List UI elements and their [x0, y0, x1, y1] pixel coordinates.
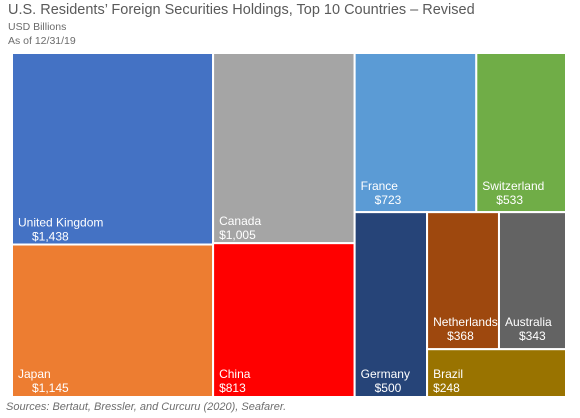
- tile-rect-switzerland: [475, 52, 567, 214]
- tile-germany: Germany$500: [353, 211, 429, 398]
- tile-rect-france: [353, 52, 478, 214]
- tile-name-canada: Canada: [219, 214, 261, 228]
- tile-name-switzerland: Switzerland: [482, 179, 544, 193]
- tile-name-france: France: [361, 179, 399, 193]
- chart-date: As of 12/31/19: [8, 35, 76, 47]
- tile-value-china: $813: [219, 381, 246, 395]
- tile-rect-canada: [212, 52, 356, 245]
- tile-name-brazil: Brazil: [433, 367, 463, 381]
- tile-value-canada: $1,005: [219, 228, 256, 242]
- tile-value-australia: $343: [519, 329, 546, 343]
- tile-name-china: China: [219, 367, 251, 381]
- tile-brazil: Brazil$248: [426, 348, 567, 399]
- tile-rect-brazil: [426, 348, 567, 399]
- tile-value-france: $723: [375, 193, 402, 207]
- chart-title: U.S. Residents’ Foreign Securities Holdi…: [8, 2, 475, 18]
- tile-name-germany: Germany: [361, 367, 410, 381]
- tile-rect-australia: [497, 211, 568, 351]
- tile-rect-germany: [353, 211, 429, 398]
- tile-rect-japan: [11, 243, 215, 398]
- tile-australia: Australia$343: [497, 211, 568, 351]
- tile-rect-united-kingdom: [11, 52, 215, 246]
- tile-name-united-kingdom: United Kingdom: [18, 216, 103, 230]
- tile-value-germany: $500: [375, 381, 402, 395]
- source-note: Sources: Bertaut, Bressler, and Curcuru …: [6, 401, 287, 413]
- tile-canada: Canada$1,005: [212, 52, 356, 245]
- tile-name-netherlands: Netherlands: [433, 315, 498, 329]
- tile-rect-china: [212, 242, 356, 398]
- tile-china: China$813: [212, 242, 356, 398]
- tile-switzerland: Switzerland$533: [475, 52, 567, 214]
- tile-japan: Japan$1,145: [11, 243, 215, 398]
- chart-units: USD Billions: [8, 21, 67, 33]
- tile-name-australia: Australia: [505, 315, 552, 329]
- tile-value-japan: $1,145: [32, 381, 69, 395]
- tile-france: France$723: [353, 52, 478, 214]
- tile-value-switzerland: $533: [496, 193, 523, 207]
- tile-value-brazil: $248: [433, 381, 460, 395]
- tile-value-united-kingdom: $1,438: [32, 230, 69, 244]
- tile-netherlands: Netherlands$368: [426, 211, 500, 351]
- tile-name-japan: Japan: [18, 367, 51, 381]
- tile-value-netherlands: $368: [447, 329, 474, 343]
- tile-united-kingdom: United Kingdom$1,438: [11, 52, 215, 246]
